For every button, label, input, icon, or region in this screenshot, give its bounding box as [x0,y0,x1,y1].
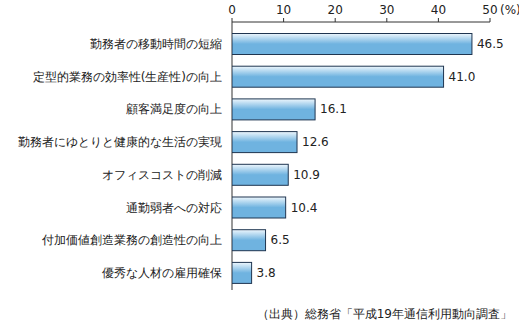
category-label: 勤務者にゆとりと健康的な生活の実現 [18,135,222,149]
bar [232,230,266,251]
x-tick-label: 0 [228,3,236,17]
source-note: （出典）総務省「平成19年通信利用動向調査」 [257,307,512,321]
chart-container: 0 10 20 30 40 50(%) 勤務者の移動時間の短縮 46.5 定型的業務の効率性(生… [0,0,519,329]
category-label: 顧客満足度の向上 [126,102,222,116]
bar [232,132,297,153]
bar [232,262,252,283]
bar [232,99,315,120]
x-tick [335,18,336,22]
data-label: 12.6 [302,135,329,149]
data-label: 46.5 [477,37,504,51]
data-label: 16.1 [320,102,347,116]
bar [232,66,444,87]
category-label: オフィスコストの削減 [102,168,222,182]
category-label: 通勤弱者への対応 [126,201,222,215]
data-label: 6.5 [271,233,290,247]
data-label: 41.0 [449,70,476,84]
x-tick-label: 20 [328,3,343,17]
data-label: 3.8 [257,266,276,280]
x-tick-label: 30 [379,3,394,17]
chart-svg: 0 10 20 30 40 50(%) 勤務者の移動時間の短縮 46.5 定型的業務の効率性(生… [0,0,519,329]
x-tick [490,18,491,22]
x-tick [283,18,284,22]
x-tick-label: 50 [482,3,497,17]
category-label: 優秀な人材の雇用確保 [102,266,222,280]
data-label: 10.4 [291,201,318,215]
category-label: 定型的業務の効率性(生産性)の向上 [33,70,222,84]
x-tick [386,18,387,22]
x-tick [232,18,233,22]
bar [232,197,286,218]
x-axis-line [232,22,490,23]
bar [232,34,472,55]
x-tick [438,18,439,22]
bar [232,164,288,185]
category-label: 付加価値創造業務の創造性の向上 [41,233,222,247]
category-label: 勤務者の移動時間の短縮 [90,37,222,51]
data-label: 10.9 [293,168,320,182]
x-tick-label: 10 [276,3,291,17]
bars [232,34,472,284]
x-axis-label: (%) [500,3,519,17]
x-tick-label: 40 [431,3,446,17]
